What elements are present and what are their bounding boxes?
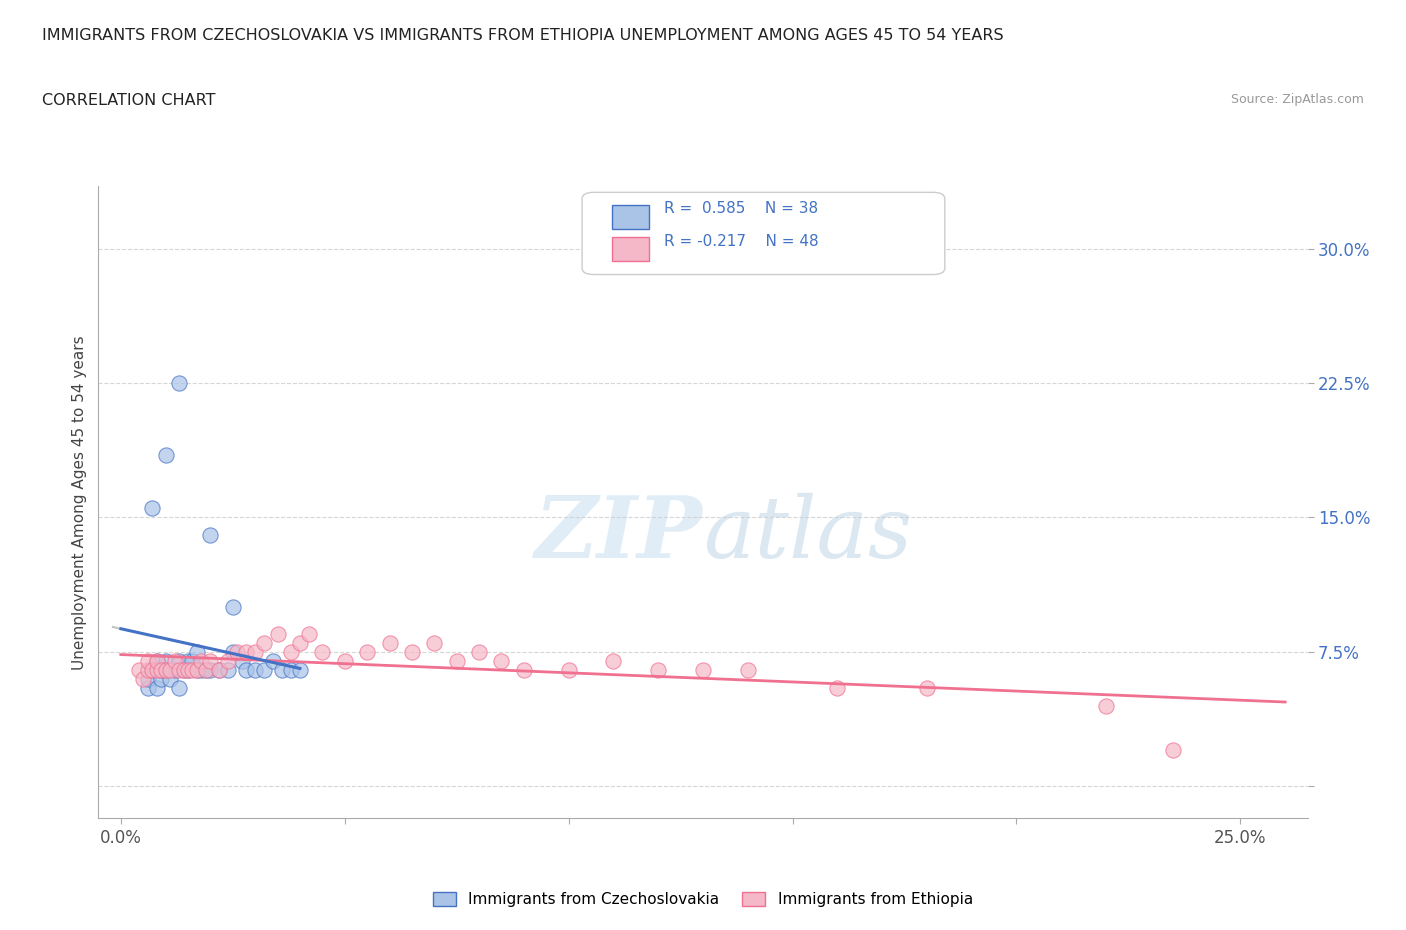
Point [446, 653, 468, 668]
Point [128, 662, 150, 677]
Point [200, 653, 222, 668]
Point [194, 662, 217, 677]
Text: R =  0.585    N = 38: R = 0.585 N = 38 [664, 201, 818, 216]
FancyBboxPatch shape [582, 193, 945, 274]
Y-axis label: Unemployment Among Ages 45 to 54 years: Unemployment Among Ages 45 to 54 years [72, 335, 87, 670]
Point [150, 662, 173, 677]
Point [186, 644, 208, 659]
Point [167, 662, 190, 677]
Point [132, 671, 155, 686]
Point [194, 662, 217, 677]
Point [333, 653, 356, 668]
Point [167, 653, 190, 668]
Point [217, 653, 239, 668]
Point [186, 662, 208, 677]
Point [271, 662, 294, 677]
Text: R = -0.217    N = 48: R = -0.217 N = 48 [664, 233, 818, 248]
Text: ZIP: ZIP [536, 492, 703, 576]
Point [190, 662, 212, 677]
Point [145, 662, 167, 677]
Point [827, 680, 849, 695]
Bar [613, 236, 648, 260]
Point [262, 653, 284, 668]
Text: IMMIGRANTS FROM CZECHOSLOVAKIA VS IMMIGRANTS FROM ETHIOPIA UNEMPLOYMENT AMONG AG: IMMIGRANTS FROM CZECHOSLOVAKIA VS IMMIGR… [42, 28, 1004, 43]
Point [401, 644, 423, 659]
Point [155, 447, 177, 462]
Point [208, 662, 231, 677]
Point [226, 644, 249, 659]
Text: Source: ZipAtlas.com: Source: ZipAtlas.com [1230, 93, 1364, 106]
Point [298, 627, 321, 642]
Point [513, 662, 536, 677]
Point [177, 662, 200, 677]
Point [280, 644, 302, 659]
Point [145, 653, 167, 668]
Point [136, 662, 159, 677]
Text: CORRELATION CHART: CORRELATION CHART [42, 93, 215, 108]
Point [167, 376, 190, 391]
Point [159, 662, 181, 677]
Point [356, 644, 378, 659]
Point [186, 662, 208, 677]
Point [141, 662, 163, 677]
Point [145, 653, 167, 668]
Point [155, 662, 177, 677]
Point [253, 662, 276, 677]
Point [1095, 698, 1118, 713]
Point [280, 662, 302, 677]
Point [163, 662, 186, 677]
Point [136, 653, 159, 668]
Text: atlas: atlas [703, 493, 912, 575]
Point [235, 644, 257, 659]
Point [150, 662, 173, 677]
Point [602, 653, 624, 668]
Point [181, 653, 204, 668]
Point [288, 635, 311, 650]
Point [181, 662, 204, 677]
Point [200, 528, 222, 543]
Point [190, 653, 212, 668]
Point [222, 644, 245, 659]
Point [231, 653, 253, 668]
Point [557, 662, 579, 677]
Point [737, 662, 759, 677]
Legend: Immigrants from Czechoslovakia, Immigrants from Ethiopia: Immigrants from Czechoslovakia, Immigran… [427, 885, 979, 913]
Point [1161, 743, 1184, 758]
Point [150, 671, 173, 686]
Point [159, 671, 181, 686]
Point [155, 662, 177, 677]
Point [163, 653, 186, 668]
Point [136, 671, 159, 686]
Point [145, 680, 167, 695]
Point [423, 635, 446, 650]
Point [173, 662, 195, 677]
Point [136, 680, 159, 695]
Point [692, 662, 714, 677]
Point [177, 662, 200, 677]
Point [468, 644, 491, 659]
Point [173, 662, 195, 677]
Bar [613, 205, 648, 229]
Point [141, 501, 163, 516]
Point [217, 662, 239, 677]
Point [253, 635, 276, 650]
Point [141, 662, 163, 677]
Point [311, 644, 333, 659]
Point [491, 653, 513, 668]
Point [378, 635, 401, 650]
Point [200, 662, 222, 677]
Point [915, 680, 938, 695]
Point [208, 662, 231, 677]
Point [235, 662, 257, 677]
Point [266, 627, 288, 642]
Point [222, 600, 245, 615]
Point [177, 653, 200, 668]
Point [167, 680, 190, 695]
Point [647, 662, 669, 677]
Point [155, 653, 177, 668]
Point [288, 662, 311, 677]
Point [243, 644, 266, 659]
Point [243, 662, 266, 677]
